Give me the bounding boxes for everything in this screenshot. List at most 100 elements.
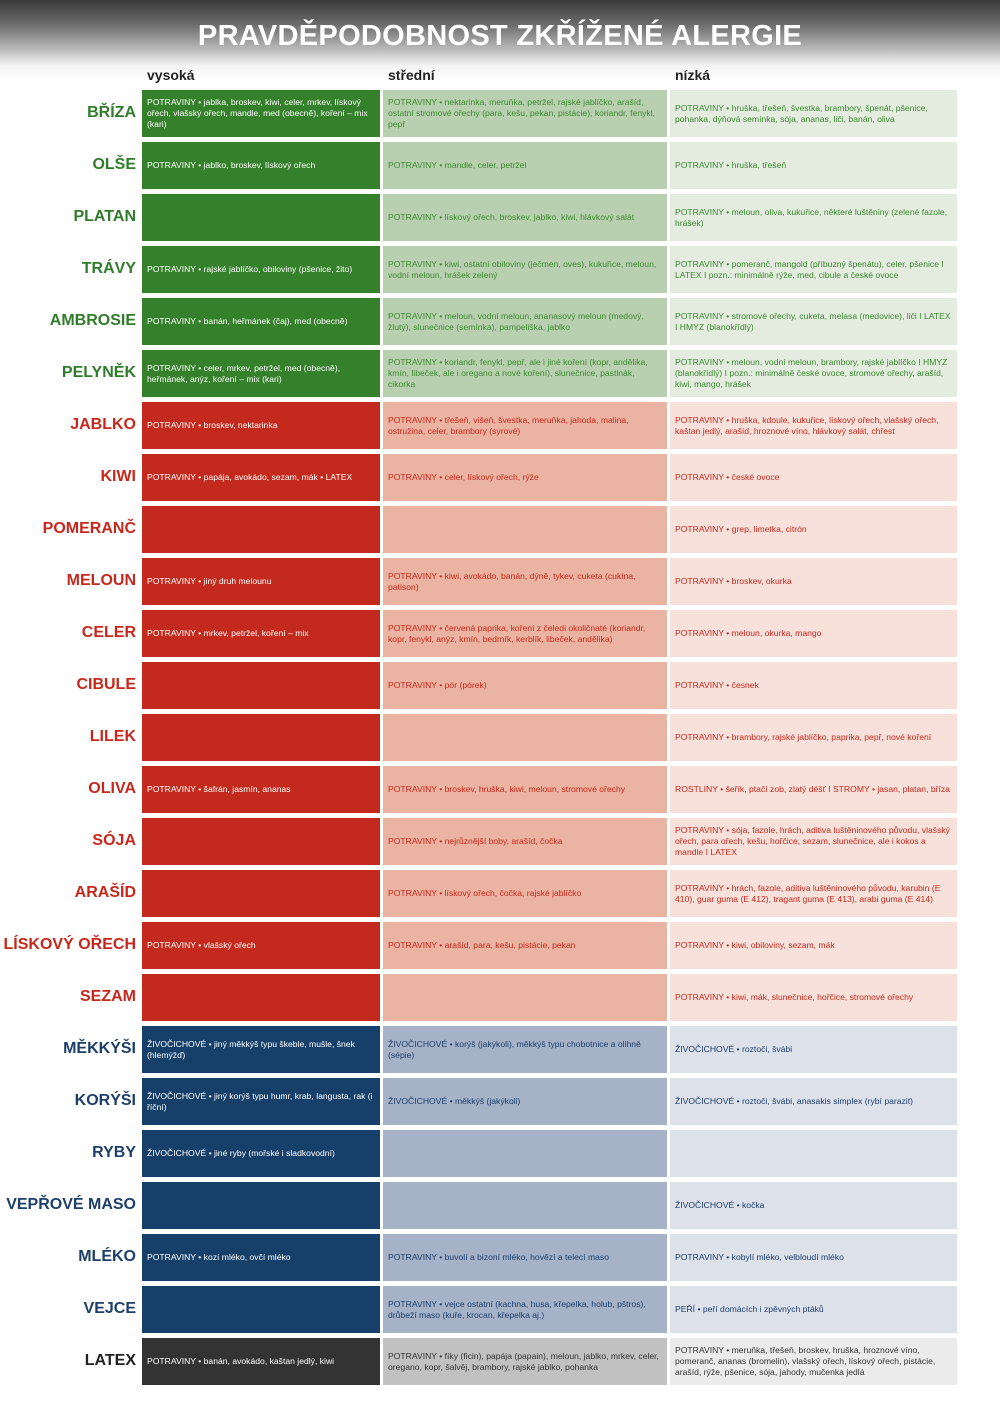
table-row: MĚKKÝŠI ŽIVOČICHOVÉ • jiný měkkýš typu šk… xyxy=(0,1024,960,1076)
cell-high: POTRAVINY • jablka, broskev, kiwi, celer… xyxy=(142,90,380,137)
cell-high: POTRAVINY • vlašský ořech xyxy=(142,922,380,969)
cell-high xyxy=(142,506,380,553)
cell-mid: POTRAVINY • pór (pórek) xyxy=(383,662,667,709)
cell-mid: POTRAVINY • lískový ořech, čočka, rajské… xyxy=(383,870,667,917)
cell-high xyxy=(142,818,380,865)
row-label: PLATAN xyxy=(73,207,136,225)
row-label: CELER xyxy=(81,623,136,641)
table-row: KORÝŠI ŽIVOČICHOVÉ • jiný korýš typu humr… xyxy=(0,1076,960,1128)
table-row: MLÉKO POTRAVINY • kozí mléko, ovčí mléko P… xyxy=(0,1232,960,1284)
cell-low: ŽIVOČICHOVÉ • kočka xyxy=(670,1182,957,1229)
row-label: ARAŠÍD xyxy=(74,883,136,901)
row-label: VEPŘOVÉ MASO xyxy=(6,1195,136,1213)
table-row: CELER POTRAVINY • mrkev, petržel, koření … xyxy=(0,608,960,660)
column-header-high: vysoká xyxy=(147,67,195,83)
cell-high xyxy=(142,974,380,1021)
table-row: MELOUN POTRAVINY • jiný druh melounu POTRA… xyxy=(0,556,960,608)
table-row: PLATAN POTRAVINY • lískový ořech, broskev… xyxy=(0,192,960,244)
column-header-low: nízká xyxy=(675,67,711,83)
cell-low xyxy=(670,1130,957,1177)
cell-low: POTRAVINY • kobylí mléko, velbloudí mlék… xyxy=(670,1234,957,1281)
column-header-mid: střední xyxy=(388,67,435,83)
row-label: CIBULE xyxy=(76,675,136,693)
row-label: RYBY xyxy=(92,1143,136,1161)
cell-mid: POTRAVINY • meloun, vodní meloun, ananas… xyxy=(383,298,667,345)
cell-mid: POTRAVINY • třešeň, višeň, švestka, meru… xyxy=(383,402,667,449)
cell-high: POTRAVINY • mrkev, petržel, koření – mix xyxy=(142,610,380,657)
row-label: BŘÍZA xyxy=(87,103,136,121)
cell-high xyxy=(142,194,380,241)
table-row: OLŠE POTRAVINY • jablko, broskev, lískový… xyxy=(0,140,960,192)
cell-low: ŽIVOČICHOVÉ • roztoči, švábi, anasakis s… xyxy=(670,1078,957,1125)
cell-high: POTRAVINY • celer, mrkev, petržel, med (… xyxy=(142,350,380,397)
table-row: VEPŘOVÉ MASO ŽIVOČICHOVÉ • kočka xyxy=(0,1180,960,1232)
cell-high: POTRAVINY • broskev, nektarinka xyxy=(142,402,380,449)
row-label: VEJCE xyxy=(83,1299,136,1317)
table-row: OLIVA POTRAVINY • šafrán, jasmín, ananas P… xyxy=(0,764,960,816)
cell-mid: POTRAVINY • nektarinka, meruňka, petržel… xyxy=(383,90,667,137)
row-label: OLIVA xyxy=(88,779,136,797)
title-bar xyxy=(0,0,1000,88)
cell-mid: POTRAVINY • mandle, celer, petržel xyxy=(383,142,667,189)
table-row: LILEK POTRAVINY • brambory, rajské jablíč… xyxy=(0,712,960,764)
cell-low: POTRAVINY • meruňka, třešeň, broskev, hr… xyxy=(670,1338,957,1385)
table-row: BŘÍZA POTRAVINY • jablka, broskev, kiwi, … xyxy=(0,88,960,140)
cell-mid: ŽIVOČICHOVÉ • korýš (jakýkoli), měkkýš t… xyxy=(383,1026,667,1073)
cell-low: POTRAVINY • broskev, okurka xyxy=(670,558,957,605)
cell-high: POTRAVINY • kozí mléko, ovčí mléko xyxy=(142,1234,380,1281)
row-label: KORÝŠI xyxy=(74,1091,136,1109)
cell-high: ŽIVOČICHOVÉ • jiné ryby (mořské i sladko… xyxy=(142,1130,380,1177)
cell-mid: POTRAVINY • arašíd, para, kešu, pistácie… xyxy=(383,922,667,969)
table-row: SEZAM POTRAVINY • kiwi, mák, slunečnice, … xyxy=(0,972,960,1024)
row-label: SÓJA xyxy=(92,831,136,849)
table-row: LATEX POTRAVINY • banán, avokádo, kaštan … xyxy=(0,1336,960,1388)
row-label: LILEK xyxy=(89,727,136,745)
cell-high xyxy=(142,1182,380,1229)
cell-mid: POTRAVINY • koriandr, fenykl, pepř, ale … xyxy=(383,350,667,397)
cell-low: POTRAVINY • hruška, třešeň, švestka, bra… xyxy=(670,90,957,137)
cell-mid xyxy=(383,974,667,1021)
cell-low: POTRAVINY • české ovoce xyxy=(670,454,957,501)
cell-high: ŽIVOČICHOVÉ • jiný měkkýš typu škeble, m… xyxy=(142,1026,380,1073)
cell-low: POTRAVINY • pomeranč, mangold (příbuzný … xyxy=(670,246,957,293)
cell-high: POTRAVINY • jiný druh melounu xyxy=(142,558,380,605)
row-label: MELOUN xyxy=(66,571,136,589)
row-label: JABLKO xyxy=(70,415,136,433)
cell-mid xyxy=(383,506,667,553)
cell-low: POTRAVINY • meloun, vodní meloun, brambo… xyxy=(670,350,957,397)
table-row: KIWI POTRAVINY • papája, avokádo, sezam, … xyxy=(0,452,960,504)
cell-mid xyxy=(383,1130,667,1177)
table-row: TRÁVY POTRAVINY • rajské jablíčko, obilov… xyxy=(0,244,960,296)
row-label: POMERANČ xyxy=(42,519,136,537)
cell-mid: POTRAVINY • vejce ostatní (kachna, husa,… xyxy=(383,1286,667,1333)
cell-mid xyxy=(383,714,667,761)
cell-mid: POTRAVINY • lískový ořech, broskev, jabl… xyxy=(383,194,667,241)
cell-high xyxy=(142,1286,380,1333)
cell-low: POTRAVINY • stromové ořechy, cuketa, mel… xyxy=(670,298,957,345)
cell-low: POTRAVINY • kiwi, mák, slunečnice, hořči… xyxy=(670,974,957,1021)
cell-high: POTRAVINY • banán, avokádo, kaštan jedlý… xyxy=(142,1338,380,1385)
cell-low: POTRAVINY • hrách, fazole, aditiva luště… xyxy=(670,870,957,917)
cell-mid: POTRAVINY • nejrůznější boby, arašíd, čo… xyxy=(383,818,667,865)
cell-mid: POTRAVINY • červená paprika, koření z če… xyxy=(383,610,667,657)
row-label: MĚKKÝŠI xyxy=(63,1039,136,1057)
table-row: SÓJA POTRAVINY • nejrůznější boby, arašíd… xyxy=(0,816,960,868)
cell-mid: POTRAVINY • buvolí a bizoní mléko, hověz… xyxy=(383,1234,667,1281)
table-row: AMBROSIE POTRAVINY • banán, heřmánek (čaj… xyxy=(0,296,960,348)
cell-low: POTRAVINY • meloun, oliva, kukuřice, něk… xyxy=(670,194,957,241)
table-row: VEJCE POTRAVINY • vejce ostatní (kachna, … xyxy=(0,1284,960,1336)
table-row: PELYNĚK POTRAVINY • celer, mrkev, petržel… xyxy=(0,348,960,400)
cell-high: POTRAVINY • šafrán, jasmín, ananas xyxy=(142,766,380,813)
allergy-table: BŘÍZA POTRAVINY • jablka, broskev, kiwi, … xyxy=(0,88,960,1388)
cell-high xyxy=(142,714,380,761)
row-label: LÍSKOVÝ OŘECH xyxy=(3,935,136,953)
cell-low: POTRAVINY • hruška, kdoule, kukuřice, lí… xyxy=(670,402,957,449)
row-label: PELYNĚK xyxy=(61,363,136,381)
cell-high: POTRAVINY • papája, avokádo, sezam, mák … xyxy=(142,454,380,501)
cell-mid: POTRAVINY • kiwi, avokádo, banán, dýně, … xyxy=(383,558,667,605)
row-label: LATEX xyxy=(84,1351,136,1369)
row-label: TRÁVY xyxy=(81,259,136,277)
cell-high xyxy=(142,870,380,917)
row-label: KIWI xyxy=(100,467,136,485)
table-row: JABLKO POTRAVINY • broskev, nektarinka POT… xyxy=(0,400,960,452)
